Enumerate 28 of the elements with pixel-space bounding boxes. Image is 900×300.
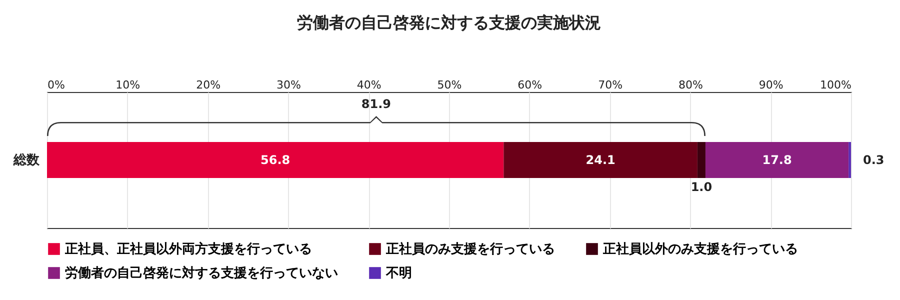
legend-label: 正社員のみ支援を行っている: [385, 241, 555, 257]
data-label: 24.1: [586, 153, 616, 167]
annotation: 81.9: [361, 97, 392, 111]
legend-label: 正社員以外のみ支援を行っている: [602, 241, 798, 257]
x-tick-label: 80%: [678, 78, 703, 92]
y-tick-label: 総数: [12, 153, 40, 168]
bar: [504, 142, 698, 178]
data-label: 1.0: [690, 180, 712, 194]
bar: [697, 142, 706, 178]
x-tick-label: 20%: [196, 78, 221, 92]
legend-label: 不明: [385, 266, 412, 281]
x-tick-label: 60%: [518, 78, 542, 92]
x-tick-label: 90%: [758, 78, 784, 92]
data-label: 56.8: [260, 153, 290, 167]
bar: [705, 142, 849, 178]
x-tick-label: 40%: [356, 78, 382, 92]
x-tick-label: 10%: [116, 78, 140, 92]
legend-label: 正社員、正社員以外両方支援を行っている: [64, 241, 312, 257]
x-tick-label: 70%: [598, 78, 623, 92]
legend-label: 労働者の自己啓発に対する支援を行っていない: [65, 265, 338, 281]
x-tick-label: 0%: [48, 78, 65, 92]
chart-title: 労働者の自己啓発に対する支援の実施状況: [297, 13, 601, 32]
x-tick-label: 100%: [820, 78, 852, 92]
data-label: 17.8: [762, 153, 792, 167]
bar: [47, 142, 504, 178]
x-tick-label: 30%: [276, 78, 301, 92]
x-tick-label: 50%: [437, 78, 462, 92]
data-label: 0.3: [863, 153, 884, 167]
